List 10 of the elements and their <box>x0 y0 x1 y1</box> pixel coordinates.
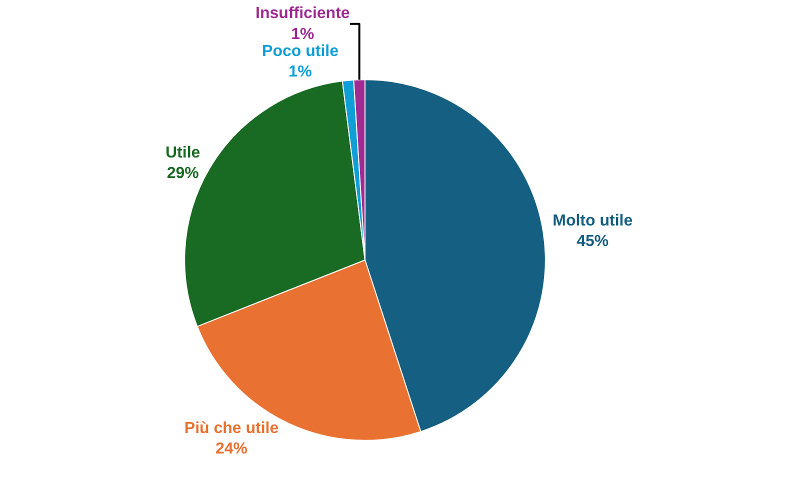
data-label: 1% <box>288 64 312 81</box>
slice-label: Molto utile <box>552 212 633 230</box>
data-label: 45% <box>576 233 609 250</box>
slice-label: Più che utile <box>184 420 279 437</box>
data-label: 24% <box>216 440 248 458</box>
slice-label: Utile <box>166 144 200 162</box>
data-label: 29% <box>166 165 199 182</box>
slice-label: Insufficiente <box>256 4 350 22</box>
slice-label: Poco utile <box>262 42 339 60</box>
data-label: 1% <box>291 26 314 43</box>
